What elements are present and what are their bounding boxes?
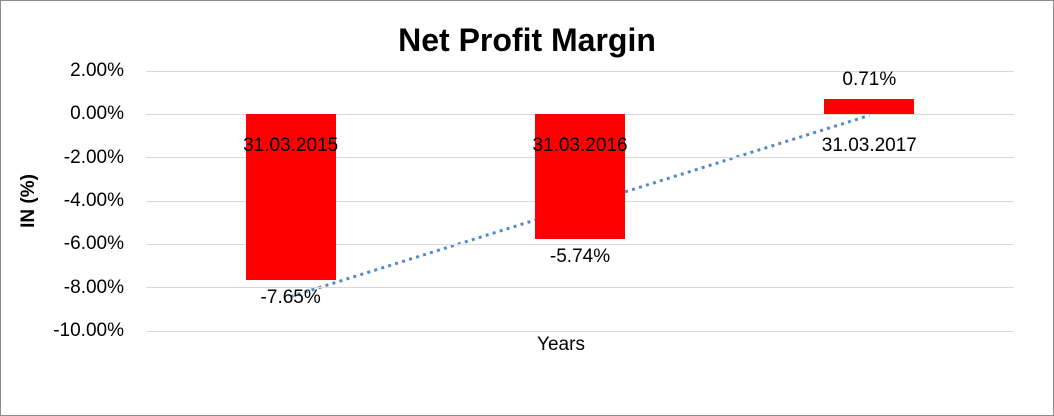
y-axis-tick-label: 2.00% bbox=[70, 60, 124, 81]
bar-31.03.2015 bbox=[245, 114, 336, 281]
y-axis-tick-label: -10.00% bbox=[53, 320, 124, 341]
category-label: 31.03.2017 bbox=[821, 135, 917, 156]
gridline bbox=[146, 287, 1014, 289]
category-label: 31.03.2016 bbox=[532, 135, 628, 156]
gridline bbox=[146, 243, 1014, 245]
y-axis-tick-label: 0.00% bbox=[70, 103, 124, 125]
bar-31.03.2017 bbox=[824, 98, 915, 115]
data-label: 0.71% bbox=[842, 68, 897, 90]
y-axis-tick-label: -8.00% bbox=[63, 276, 124, 298]
bar-31.03.2016 bbox=[535, 114, 625, 239]
data-label: -7.65% bbox=[260, 287, 321, 309]
chart-title: Net Profit Margin bbox=[398, 22, 656, 58]
gridline bbox=[146, 330, 1014, 332]
y-axis-tick-label: -6.00% bbox=[63, 233, 124, 255]
category-label: 31.03.2015 bbox=[243, 135, 339, 156]
y-axis-tick-label: -2.00% bbox=[63, 146, 124, 168]
x-axis-title: Years bbox=[537, 334, 585, 355]
y-axis-tick-label: -4.00% bbox=[63, 190, 124, 211]
data-label: -5.74% bbox=[549, 245, 611, 267]
gridline bbox=[146, 70, 1014, 72]
